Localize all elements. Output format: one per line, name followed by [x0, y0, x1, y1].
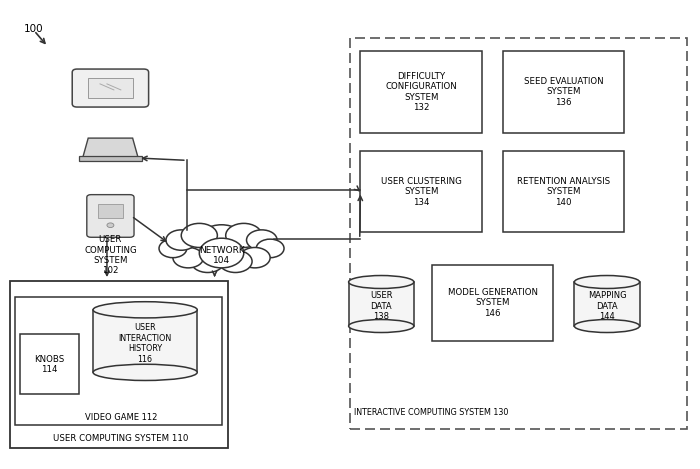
- Circle shape: [107, 223, 114, 227]
- Bar: [88, 78, 133, 98]
- Bar: [93, 310, 197, 372]
- Bar: [432, 265, 554, 341]
- Bar: [350, 38, 687, 429]
- Circle shape: [239, 248, 270, 268]
- Text: 100: 100: [24, 23, 43, 34]
- Ellipse shape: [349, 275, 414, 288]
- Text: VIDEO GAME 112: VIDEO GAME 112: [85, 413, 157, 422]
- Text: KNOBS
114: KNOBS 114: [34, 355, 65, 374]
- Polygon shape: [83, 138, 138, 158]
- Bar: [574, 282, 640, 326]
- Ellipse shape: [574, 319, 640, 333]
- Circle shape: [173, 248, 204, 268]
- Circle shape: [199, 225, 244, 255]
- Circle shape: [191, 250, 224, 272]
- Text: MODEL GENERATION
SYSTEM
146: MODEL GENERATION SYSTEM 146: [448, 288, 538, 318]
- Text: DIFFICULTY
CONFIGURATION
SYSTEM
132: DIFFICULTY CONFIGURATION SYSTEM 132: [385, 72, 457, 112]
- Text: USER
DATA
138: USER DATA 138: [370, 291, 393, 321]
- Circle shape: [159, 239, 187, 257]
- Text: INTERACTIVE COMPUTING SYSTEM 130: INTERACTIVE COMPUTING SYSTEM 130: [354, 408, 508, 417]
- Circle shape: [166, 230, 197, 250]
- Circle shape: [256, 239, 284, 257]
- FancyBboxPatch shape: [72, 69, 148, 107]
- Ellipse shape: [93, 364, 197, 380]
- Bar: [503, 52, 624, 133]
- Ellipse shape: [93, 302, 197, 318]
- Circle shape: [219, 250, 252, 272]
- Bar: [503, 151, 624, 232]
- Bar: [360, 151, 482, 232]
- Bar: [10, 281, 228, 448]
- Bar: [20, 334, 79, 394]
- Text: SEED EVALUATION
SYSTEM
136: SEED EVALUATION SYSTEM 136: [524, 77, 603, 107]
- Circle shape: [246, 230, 277, 250]
- Bar: [360, 52, 482, 133]
- Text: USER
COMPUTING
SYSTEM
102: USER COMPUTING SYSTEM 102: [84, 235, 136, 275]
- Ellipse shape: [574, 275, 640, 288]
- Text: RETENTION ANALYSIS
SYSTEM
140: RETENTION ANALYSIS SYSTEM 140: [517, 177, 610, 206]
- Circle shape: [199, 238, 244, 268]
- Bar: [79, 156, 141, 161]
- Text: MAPPING
DATA
144: MAPPING DATA 144: [587, 291, 626, 321]
- Text: USER CLUSTERING
SYSTEM
134: USER CLUSTERING SYSTEM 134: [381, 177, 461, 206]
- Ellipse shape: [349, 319, 414, 333]
- Bar: [15, 297, 222, 424]
- Text: USER
INTERACTION
HISTORY
116: USER INTERACTION HISTORY 116: [118, 323, 172, 363]
- Bar: [98, 204, 123, 218]
- Text: NETWORK
104: NETWORK 104: [199, 246, 244, 265]
- Circle shape: [225, 223, 262, 248]
- Circle shape: [181, 223, 218, 248]
- FancyBboxPatch shape: [87, 195, 134, 237]
- Bar: [349, 282, 414, 326]
- Text: USER COMPUTING SYSTEM 110: USER COMPUTING SYSTEM 110: [53, 434, 188, 443]
